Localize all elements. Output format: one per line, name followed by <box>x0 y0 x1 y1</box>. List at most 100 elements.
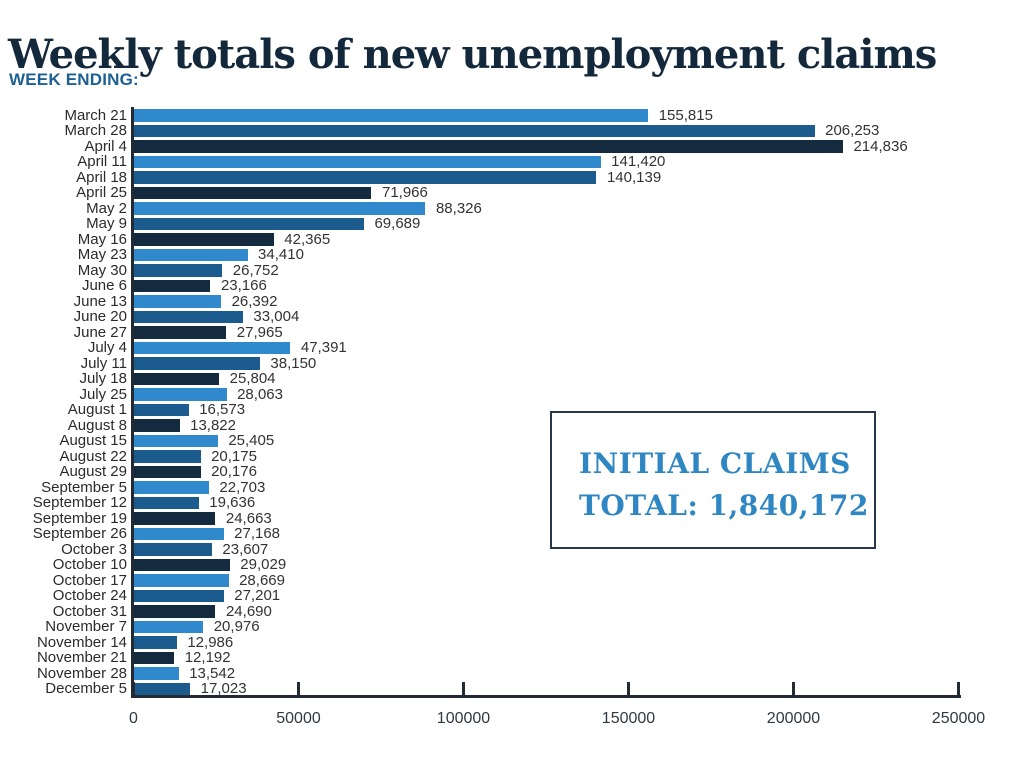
value-label: 20,976 <box>213 618 260 636</box>
category-label: June 20 <box>73 308 127 326</box>
bar <box>134 543 212 556</box>
category-label: July 25 <box>79 385 127 403</box>
value-label: 22,703 <box>219 478 266 496</box>
y-axis-line <box>131 107 134 698</box>
bar-row: June 20 33,004 <box>0 308 1024 326</box>
bar-row: June 13 26,392 <box>0 292 1024 310</box>
category-label: July 11 <box>80 354 127 372</box>
x-axis-tick-label: 0 <box>129 710 138 727</box>
x-axis-tick <box>297 682 300 695</box>
value-label: 20,175 <box>211 447 257 465</box>
category-label: September 19 <box>32 509 127 527</box>
value-label: 23,607 <box>222 540 269 558</box>
value-label: 71,966 <box>381 184 428 202</box>
category-label: June 13 <box>73 292 127 310</box>
bar <box>134 310 243 323</box>
category-label: April 25 <box>76 184 127 202</box>
category-label: June 6 <box>81 277 127 295</box>
value-label: 27,201 <box>234 587 281 605</box>
bar-row: November 7 20,976 <box>0 618 1024 636</box>
bar-row: December 5 17,023 <box>0 680 1024 698</box>
value-label: 16,573 <box>199 401 246 419</box>
value-label: 33,004 <box>253 308 300 326</box>
bar-row: July 18 25,804 <box>0 370 1024 388</box>
bar <box>134 264 223 277</box>
bar-row: May 2 88,326 <box>0 199 1024 217</box>
value-label: 206,253 <box>825 122 880 140</box>
category-label: October 10 <box>52 556 127 574</box>
bar-row: September 19 24,663 <box>0 509 1024 527</box>
value-label: 88,326 <box>435 199 482 217</box>
x-axis-tick-label: 250000 <box>931 710 986 727</box>
x-axis-line <box>131 695 961 698</box>
bar <box>134 651 175 664</box>
category-label: May 9 <box>86 215 127 233</box>
chart-subtitle-week-ending: WEEK ENDING: <box>9 70 139 89</box>
bar <box>134 403 189 416</box>
bar <box>134 372 220 385</box>
category-label: October 31 <box>52 602 127 620</box>
value-label: 26,392 <box>231 292 278 310</box>
bar-row: March 21 155,815 <box>0 106 1024 124</box>
category-label: December 5 <box>45 680 127 698</box>
category-label: August 15 <box>59 432 127 450</box>
bar <box>134 465 201 478</box>
bar <box>134 481 209 494</box>
category-label: June 27 <box>73 323 127 341</box>
category-label: August 22 <box>59 447 127 465</box>
bar <box>134 450 201 463</box>
initial-claims-total-callout: INITIAL CLAIMS TOTAL: 1,840,172 <box>550 411 876 549</box>
bar-row: August 15 25,405 <box>0 432 1024 450</box>
bar <box>134 124 815 137</box>
bar <box>134 434 218 447</box>
bar <box>134 496 199 509</box>
category-label: May 2 <box>86 199 127 217</box>
bar-row: June 27 27,965 <box>0 323 1024 341</box>
category-label: March 28 <box>64 122 127 140</box>
bar-row: July 11 38,150 <box>0 354 1024 372</box>
x-axis-tick-label: 150000 <box>601 710 656 727</box>
bar-row: September 12 19,636 <box>0 494 1024 511</box>
bar <box>134 295 222 308</box>
value-label: 25,804 <box>229 370 276 388</box>
value-label: 42,365 <box>284 230 331 248</box>
value-label: 24,690 <box>225 602 272 620</box>
category-label: September 26 <box>32 525 127 543</box>
x-axis-tick <box>957 682 960 695</box>
value-label: 141,420 <box>611 153 666 171</box>
category-label: April 18 <box>76 168 127 186</box>
value-label: 20,176 <box>211 463 257 481</box>
value-label: 25,405 <box>228 432 275 450</box>
bar <box>134 605 216 618</box>
bar-row: November 28 13,542 <box>0 665 1024 682</box>
value-label: 28,669 <box>239 571 285 589</box>
bar-row: September 5 22,703 <box>0 478 1024 496</box>
bar <box>134 186 372 199</box>
bar <box>134 140 843 153</box>
category-label: September 5 <box>41 478 127 496</box>
value-label: 12,192 <box>184 649 231 667</box>
bar-row: October 31 24,690 <box>0 602 1024 620</box>
value-label: 24,663 <box>225 509 272 527</box>
bar <box>134 667 179 680</box>
bar <box>134 620 204 633</box>
bar-row: June 6 23,166 <box>0 277 1024 295</box>
value-label: 214,836 <box>853 137 908 155</box>
bar-row: May 30 26,752 <box>0 262 1024 279</box>
x-axis-tick-label: 200000 <box>766 710 821 727</box>
category-label: March 21 <box>64 106 127 124</box>
x-axis-tick <box>132 682 135 695</box>
bar <box>134 388 227 401</box>
category-label: October 17 <box>52 571 127 589</box>
x-axis-tick <box>792 682 795 695</box>
bar <box>134 171 597 184</box>
bar <box>134 155 601 168</box>
value-label: 13,822 <box>190 416 236 434</box>
bar-row: March 28 206,253 <box>0 122 1024 140</box>
bar <box>134 558 230 571</box>
value-label: 17,023 <box>200 680 247 698</box>
bar-row: October 17 28,669 <box>0 571 1024 589</box>
bar <box>134 326 227 339</box>
